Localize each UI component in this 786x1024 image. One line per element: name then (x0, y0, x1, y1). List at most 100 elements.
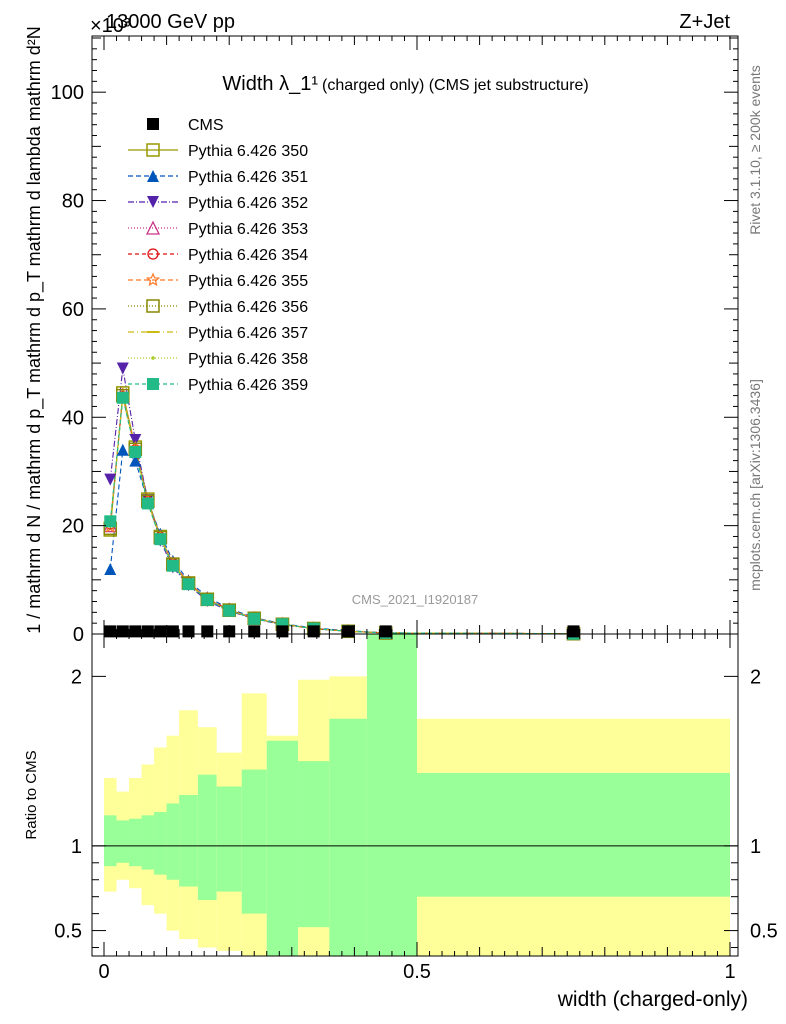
ratio-band-green (179, 795, 198, 887)
cms-point (182, 625, 195, 638)
legend-label-3: Pythia 6.426 352 (188, 195, 308, 212)
cms-point (154, 625, 167, 638)
ratio-band-green (141, 815, 155, 870)
cms-point (567, 625, 580, 638)
ratio-band-green (241, 769, 267, 914)
legend: CMS Pythia 6.426 350 Pythia 6.426 351 Pythi… (128, 117, 308, 394)
x-tick-label: 0 (98, 961, 109, 983)
series-line-3 (109, 368, 574, 635)
series-point-10 (116, 391, 129, 404)
ratio-tick-label-left: 1 (71, 836, 82, 858)
axes: 0 20 40 60 80 100 0 0.5 1 0.5 0.5 1 1 2 2 (51, 35, 778, 983)
series-point-10 (154, 533, 167, 546)
series-point-2 (116, 443, 129, 456)
legend-marker-cms (147, 118, 159, 130)
ratio-band-green (129, 818, 142, 867)
side-label-mcplots: mcplots.cern.ch [arXiv:1306.3436] (747, 379, 763, 591)
legend-marker-9 (151, 356, 155, 360)
header-left: 13000 GeV pp (106, 11, 235, 33)
legend-marker-1 (146, 143, 160, 157)
ratio-band-green (417, 772, 730, 897)
legend-label-8: Pythia 6.426 357 (188, 325, 308, 342)
legend-marker-5 (147, 248, 159, 260)
main-axis-label: 1 / mathrm d N / mathrm d p_T mathrm d p… (24, 26, 45, 634)
y-tick-label: 80 (62, 191, 84, 213)
ratio-band-green (116, 820, 130, 863)
series-line-10 (109, 397, 574, 635)
cms-point (276, 625, 289, 638)
cms-point (104, 625, 117, 638)
cms-point (141, 625, 154, 638)
chart-title: Width λ_1¹ (222, 73, 318, 95)
ratio-band-green (104, 815, 117, 867)
series-point-10 (248, 612, 261, 625)
series-point-10 (129, 445, 142, 458)
series-point-10 (166, 559, 179, 572)
main-curves (109, 368, 574, 635)
watermark: CMS_2021_I1920187 (352, 592, 479, 607)
series-point-10 (201, 593, 214, 606)
cms-point (166, 625, 179, 638)
series-line-2 (109, 448, 574, 635)
series-point-10 (223, 604, 236, 617)
legend-label-2: Pythia 6.426 351 (188, 169, 308, 186)
header-right: Z+Jet (679, 11, 730, 33)
legend-label-5: Pythia 6.426 354 (188, 247, 308, 264)
ratio-band-green (329, 718, 367, 956)
legend-label-9: Pythia 6.426 358 (188, 351, 308, 368)
side-label-rivet: Rivet 3.1.10, ≥ 200k events (747, 65, 763, 235)
cms-point (116, 625, 129, 638)
ratio-tick-label-right: 1 (750, 836, 761, 858)
ratio-tick-label-right: 0.5 (750, 921, 778, 943)
series-point-3 (129, 434, 142, 447)
x-tick-label: 0.5 (403, 961, 431, 983)
chart-subtitle: (charged only) (CMS jet substructure) (322, 77, 589, 94)
ratio-tick-label-left: 0.5 (54, 921, 82, 943)
ratio-band-green (266, 740, 299, 956)
legend-label-4: Pythia 6.426 353 (188, 221, 308, 238)
cms-point (201, 625, 214, 638)
series-point-10 (104, 515, 117, 528)
legend-label-6: Pythia 6.426 355 (188, 273, 308, 290)
series-line-8 (109, 395, 574, 635)
x-axis-label: width (charged-only) (557, 988, 748, 1011)
y-tick-label: 40 (62, 407, 84, 429)
series-point-2 (129, 454, 142, 467)
y-tick-label: 20 (62, 516, 84, 538)
legend-marker-2 (147, 170, 159, 182)
legend-marker-10 (147, 378, 159, 390)
cms-point (129, 625, 142, 638)
ratio-band-green (216, 786, 242, 892)
series-line-5 (109, 396, 574, 635)
ratio-tick-label-left: 2 (71, 666, 82, 688)
ratio-frame (91, 633, 739, 957)
series-point-3 (104, 473, 117, 486)
y-tick-label: 100 (51, 82, 84, 104)
cms-point (342, 625, 355, 638)
legend-marker-3 (147, 196, 159, 208)
series-line-9 (109, 397, 574, 635)
legend-marker-7 (146, 299, 160, 313)
legend-marker-6 (145, 272, 161, 287)
ratio-band-green (154, 811, 167, 875)
series-line-1 (109, 392, 574, 635)
main-markers (103, 362, 581, 641)
y-tick-label: 60 (62, 299, 84, 321)
legend-label-0: CMS (188, 117, 224, 134)
ratio-axis-label: Ratio to CMS (23, 750, 40, 839)
series-line-7 (109, 395, 574, 635)
series-point-10 (182, 578, 195, 591)
ratio-bands (92, 634, 738, 956)
legend-label-7: Pythia 6.426 356 (188, 299, 308, 316)
ratio-band-green (166, 803, 180, 880)
series-point-2 (104, 562, 117, 575)
ratio-tick-label-right: 2 (750, 666, 761, 688)
ratio-band-green (366, 634, 417, 956)
series-point-10 (141, 497, 154, 510)
ratio-band-green (298, 761, 330, 928)
legend-label-1: Pythia 6.426 350 (188, 143, 308, 160)
series-line-6 (109, 394, 574, 635)
cms-point (379, 625, 392, 638)
legend-marker-4 (145, 220, 161, 235)
